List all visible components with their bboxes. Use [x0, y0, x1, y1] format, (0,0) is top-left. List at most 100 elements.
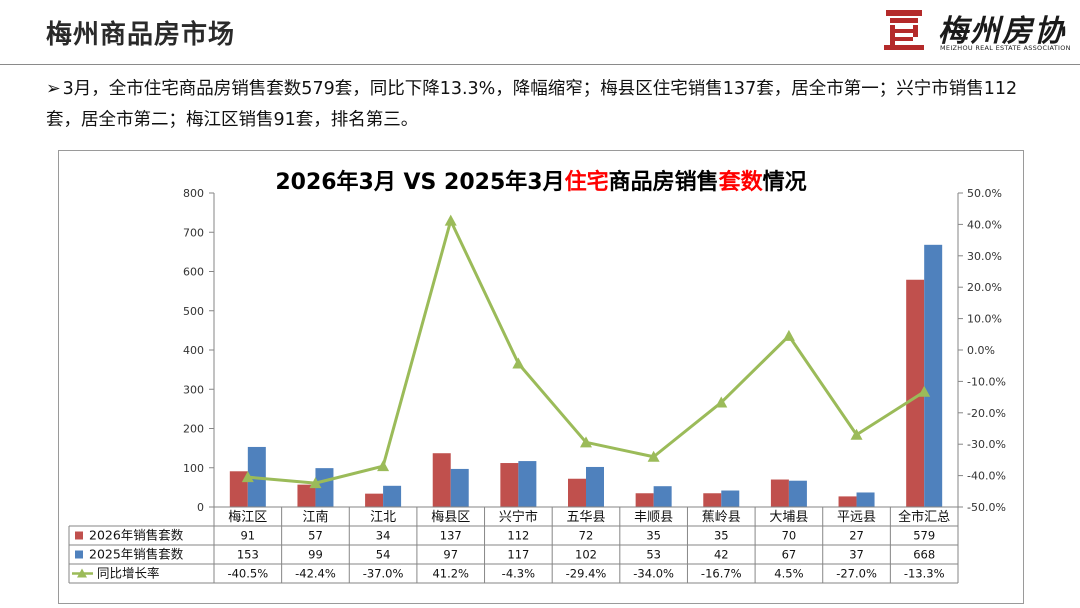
legend-swatch — [75, 550, 83, 559]
data-label: 99 — [308, 548, 323, 562]
data-label: 41.2% — [432, 567, 469, 581]
y-left-tick-label: 100 — [183, 462, 204, 475]
x-tick-label: 蕉岭县 — [702, 510, 741, 525]
y-right-tick-label: -30.0% — [967, 438, 1006, 451]
y-right-tick-label: 30.0% — [967, 250, 1002, 263]
data-label: 70 — [782, 529, 797, 543]
data-label: -34.0% — [633, 567, 674, 581]
data-label: 34 — [376, 529, 391, 543]
chart-frame: 2026年3月 VS 2025年3月住宅商品房销售套数情况 0 100 200 300 4… — [58, 150, 1024, 604]
y-right-tick-label: 0.0% — [967, 344, 995, 357]
y-right-tick-label: -50.0% — [967, 501, 1006, 514]
data-label: 35 — [714, 529, 729, 543]
y-left-tick-label: 600 — [183, 266, 204, 279]
bar-2026 — [297, 484, 316, 507]
data-label: -13.3% — [904, 567, 945, 581]
bar-2025 — [924, 244, 943, 507]
logo-mark-icon — [884, 10, 924, 50]
growth-point — [580, 436, 592, 448]
growth-point — [715, 396, 728, 408]
bar-2026 — [635, 493, 654, 507]
bar-2026 — [365, 493, 384, 507]
y-left-tick-label: 800 — [183, 187, 204, 200]
y-right-tick-label: 20.0% — [967, 281, 1002, 294]
bar-2025 — [450, 468, 469, 507]
data-label: 67 — [782, 548, 797, 562]
data-label: -4.3% — [502, 567, 535, 581]
data-label: 137 — [440, 529, 462, 543]
y-right-tick-label: -20.0% — [967, 407, 1006, 420]
logo-subtext: MEIZHOU REAL ESTATE ASSOCIATION — [940, 44, 1071, 52]
data-label: 117 — [507, 548, 529, 562]
data-label: 668 — [913, 548, 935, 562]
data-label: 35 — [646, 529, 661, 543]
x-tick-label: 江南 — [302, 509, 328, 525]
growth-point — [918, 385, 931, 397]
x-tick-label: 大埔县 — [769, 510, 808, 525]
growth-point — [309, 477, 322, 489]
data-label: 91 — [240, 529, 255, 543]
bar-2025 — [788, 480, 807, 507]
x-tick-label: 江北 — [370, 510, 396, 525]
chart-title: 2026年3月 VS 2025年3月住宅商品房销售套数情况 — [275, 169, 806, 195]
y-left-tick-label: 300 — [183, 383, 204, 396]
summary-body: 3月，全市住宅商品房销售套数579套，同比下降13.3%，降幅缩窄；梅县区住宅销… — [46, 79, 1018, 130]
data-label: 153 — [237, 548, 259, 562]
sales-chart: 2026年3月 VS 2025年3月住宅商品房销售套数情况 0 100 200 300 4… — [68, 169, 1006, 584]
bar-2026 — [500, 463, 519, 507]
data-label: 27 — [849, 529, 864, 543]
growth-point — [444, 214, 457, 226]
data-label: -37.0% — [363, 567, 404, 581]
bar-2026 — [838, 496, 857, 507]
growth-point — [377, 460, 390, 472]
bullet-arrow-icon: ➢ — [46, 79, 61, 99]
x-tick-label: 五华县 — [566, 510, 605, 525]
logo: 梅州房协 MEIZHOU REAL ESTATE ASSOCIATION — [880, 4, 1076, 58]
y-left-tick-label: 500 — [183, 305, 204, 318]
data-label: -29.4% — [566, 567, 607, 581]
growth-point — [782, 329, 795, 341]
legend-swatch — [75, 531, 83, 540]
x-tick-label: 梅县区 — [431, 510, 470, 525]
y-right-tick-label: 10.0% — [967, 313, 1002, 326]
chart-title-part: 情况 — [763, 169, 807, 195]
x-tick-label: 平远县 — [837, 510, 876, 525]
data-label: 97 — [443, 548, 458, 562]
growth-point — [647, 450, 660, 462]
chart-title-part: 套数 — [719, 169, 764, 195]
logo-text: 梅州房协 — [938, 14, 1066, 49]
data-label: -42.4% — [295, 567, 336, 581]
y-right-tick-label: -10.0% — [967, 375, 1006, 388]
chart-title-part: 商品房销售 — [609, 169, 719, 195]
data-label: -16.7% — [701, 567, 742, 581]
header-divider — [0, 64, 1080, 65]
bar-2025 — [518, 461, 537, 507]
y-right-tick-label: -40.0% — [967, 470, 1006, 483]
legend-swatch-marker — [77, 568, 87, 578]
growth-point — [512, 357, 525, 369]
y-right-tick-label: 50.0% — [967, 187, 1002, 200]
bar-2025 — [586, 466, 604, 507]
data-label: 57 — [308, 529, 323, 543]
data-label: 4.5% — [774, 567, 803, 581]
bar-2025 — [315, 468, 334, 507]
data-label: 42 — [714, 548, 729, 562]
bar-2026 — [568, 478, 586, 507]
legend-label: 2025年销售套数 — [89, 547, 184, 562]
data-label: 53 — [646, 548, 661, 562]
chart-title-part: 2026年3月 VS 2025年3月 — [275, 169, 564, 195]
bar-2025 — [383, 485, 402, 507]
growth-point — [241, 471, 254, 483]
y-left-tick-label: 200 — [183, 423, 204, 436]
data-label: 37 — [849, 548, 864, 562]
page-title: 梅州商品房市场 — [46, 20, 236, 50]
data-label: 102 — [575, 548, 597, 562]
data-label: -40.5% — [227, 567, 268, 581]
legend-label: 2026年销售套数 — [89, 528, 184, 543]
bar-2026 — [906, 279, 925, 507]
x-tick-label: 兴宁市 — [499, 509, 538, 525]
data-label: 54 — [376, 548, 391, 562]
bar-2026 — [703, 493, 722, 507]
legend-label: 同比增长率 — [97, 566, 160, 581]
y-left-tick-label: 400 — [183, 344, 204, 357]
